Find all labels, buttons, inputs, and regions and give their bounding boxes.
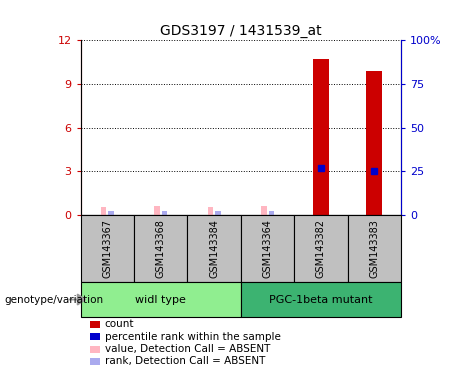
Bar: [366, 71, 382, 215]
Bar: [269, 211, 274, 215]
Bar: [241, 215, 294, 282]
Text: GSM143368: GSM143368: [156, 219, 166, 278]
Bar: [108, 211, 114, 215]
Bar: [215, 212, 220, 215]
Bar: [81, 282, 241, 317]
Bar: [154, 205, 160, 215]
Text: GSM143384: GSM143384: [209, 219, 219, 278]
Text: GSM143383: GSM143383: [369, 219, 379, 278]
Bar: [81, 215, 134, 282]
Bar: [134, 215, 188, 282]
Bar: [101, 207, 106, 215]
Bar: [261, 205, 266, 215]
Text: count: count: [105, 319, 134, 329]
Bar: [294, 215, 348, 282]
Bar: [188, 215, 241, 282]
Text: GSM143364: GSM143364: [263, 219, 272, 278]
Text: rank, Detection Call = ABSENT: rank, Detection Call = ABSENT: [105, 356, 265, 366]
Bar: [208, 207, 213, 215]
Title: GDS3197 / 1431539_at: GDS3197 / 1431539_at: [160, 24, 322, 38]
Bar: [348, 215, 401, 282]
Text: percentile rank within the sample: percentile rank within the sample: [105, 332, 281, 342]
Text: value, Detection Call = ABSENT: value, Detection Call = ABSENT: [105, 344, 270, 354]
Bar: [241, 282, 401, 317]
Text: widl type: widl type: [136, 295, 186, 305]
Bar: [313, 59, 329, 215]
Text: GSM143367: GSM143367: [102, 219, 112, 278]
Bar: [162, 211, 167, 215]
Text: genotype/variation: genotype/variation: [5, 295, 104, 305]
Text: PGC-1beta mutant: PGC-1beta mutant: [269, 295, 373, 305]
Text: GSM143382: GSM143382: [316, 219, 326, 278]
